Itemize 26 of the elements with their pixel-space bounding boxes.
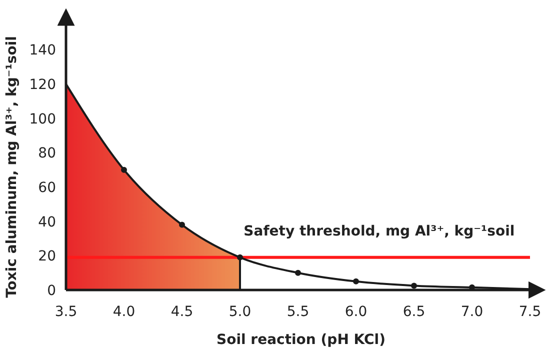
point (411, 282, 417, 289)
x-tick-label: 4.0 (112, 304, 136, 320)
y-tick-label: 80 (38, 146, 56, 162)
point (295, 270, 301, 276)
x-tick-label: 7.5 (518, 304, 542, 320)
point (353, 278, 359, 284)
x-tick-label: 6.5 (402, 304, 426, 320)
y-tick-label: 60 (38, 180, 56, 196)
x-tick-label: 5.5 (286, 304, 310, 320)
y-axis-title: Toxic aluminum, mg Al³⁺, kg⁻¹soil (4, 36, 20, 298)
x-axis-title: Soil reaction (pH KCl) (216, 332, 386, 348)
y-tick-label: 40 (38, 214, 56, 230)
y-tick-label: 0 (47, 282, 56, 299)
ref-line-label: Safety threshold, mg Al³⁺, kg⁻¹soil (244, 223, 515, 240)
x-tick-label: 7.0 (460, 304, 484, 320)
point (179, 222, 185, 228)
y-tick-label: 120 (29, 76, 56, 93)
x-tick-label: 4.5 (170, 304, 194, 320)
x-tick-label: 6.0 (344, 304, 368, 320)
x-tick-label: 3.5 (54, 304, 78, 320)
y-tick-label: 140 (29, 42, 56, 59)
x-tick-label: 5.0 (228, 304, 252, 320)
y-tick-label: 20 (38, 248, 56, 265)
point (237, 254, 243, 260)
point (121, 166, 127, 173)
y-tick-label: 100 (29, 111, 56, 128)
